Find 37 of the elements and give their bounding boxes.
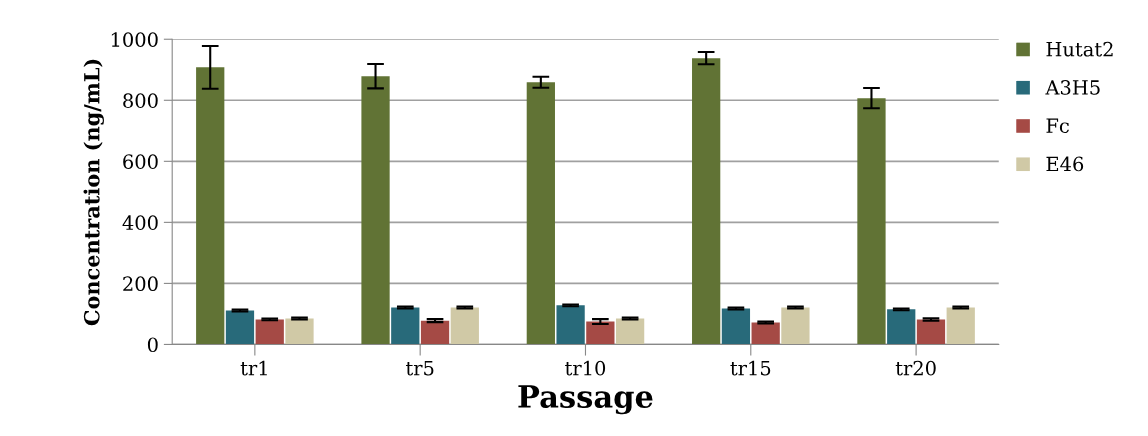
bar xyxy=(857,98,886,345)
y-tick-label: 800 xyxy=(123,93,158,108)
y-tick-label: 0 xyxy=(147,337,158,353)
x-tick-label: tr1 xyxy=(240,360,267,376)
bar xyxy=(361,76,390,345)
legend-label: Hutat2 xyxy=(1046,41,1113,57)
bar xyxy=(615,318,645,345)
bar xyxy=(781,307,810,345)
bar xyxy=(196,67,225,345)
bar xyxy=(420,320,450,345)
bar xyxy=(586,321,615,345)
y-tick-label: 200 xyxy=(123,276,158,292)
x-tick-label: tr10 xyxy=(565,360,606,376)
bar xyxy=(450,307,479,345)
bar xyxy=(887,309,916,345)
legend-label: A3H5 xyxy=(1045,80,1100,95)
bar xyxy=(721,308,751,345)
bar xyxy=(526,82,555,345)
x-axis-title: Passage xyxy=(518,385,653,415)
x-tick-label: tr20 xyxy=(895,360,936,376)
bar xyxy=(285,318,314,345)
x-tick-label: tr15 xyxy=(730,360,771,376)
y-tick-label: 400 xyxy=(122,215,158,231)
legend-label: Fc xyxy=(1046,118,1069,134)
bar xyxy=(946,307,975,345)
bar xyxy=(391,307,420,345)
y-tick-label: 600 xyxy=(123,154,158,169)
bar xyxy=(751,322,780,345)
y-axis-title: Concentration (ng/mL) xyxy=(83,59,104,326)
x-tick-label: tr5 xyxy=(405,361,434,376)
bar xyxy=(916,319,946,345)
bar xyxy=(556,305,585,345)
bar xyxy=(692,58,721,345)
y-tick-label: 1000 xyxy=(111,32,158,47)
legend-label: E46 xyxy=(1046,156,1084,172)
bar xyxy=(225,310,255,345)
bar xyxy=(255,319,284,345)
